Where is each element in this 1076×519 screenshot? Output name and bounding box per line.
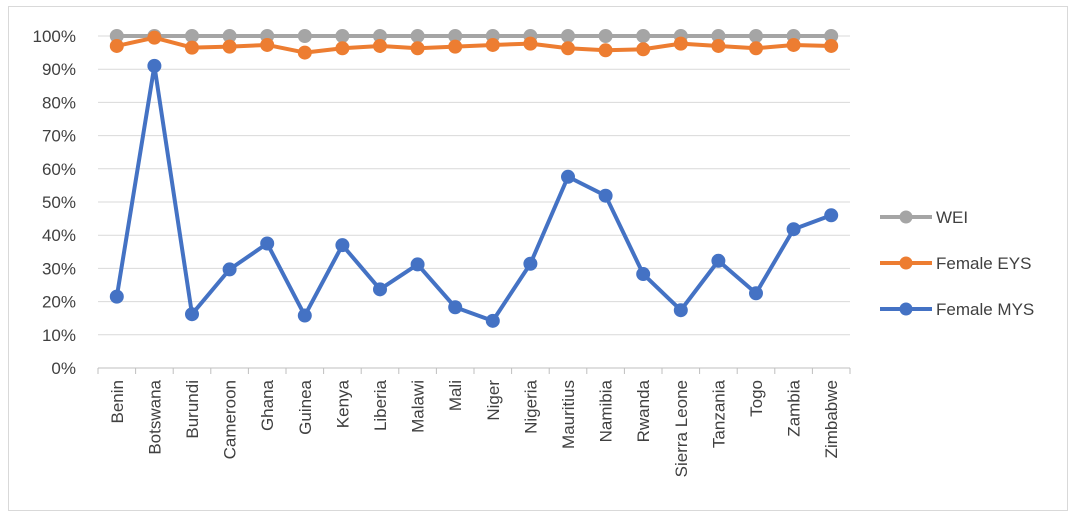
y-tick-label: 90% [42,60,76,79]
data-point [786,222,801,237]
x-tick-label: Burundi [183,380,202,439]
data-point [711,253,726,268]
x-tick-label: Cameroon [221,380,240,459]
data-point [749,29,763,43]
data-point [673,36,688,51]
x-tick-label: Namibia [597,379,616,442]
y-tick-label: 50% [42,193,76,212]
data-point [561,169,575,184]
data-point [297,45,312,60]
data-point [410,257,425,272]
x-tick-label: Mali [446,380,465,411]
data-point [485,313,500,328]
y-tick-label: 20% [42,293,76,312]
data-point [598,188,613,203]
x-tick-label: Togo [747,380,766,417]
y-axis-ticks: 0% 10% 20% 30% 40% 50% 60% 70% 80% 90% 100% [33,27,76,378]
data-point [448,39,463,54]
data-point [109,38,124,53]
legend-label: Female MYS [936,300,1034,319]
data-point [185,40,199,55]
data-point [185,29,199,43]
data-point [561,29,575,43]
y-tick-label: 10% [42,326,76,345]
x-tick-label: Liberia [371,379,390,431]
data-point [222,39,237,54]
data-point [561,41,575,56]
y-tick-label: 70% [42,127,76,146]
y-tick-label: 100% [33,27,76,46]
legend-label: WEI [936,208,968,227]
data-point [335,41,350,56]
data-point [485,37,500,52]
series-line [114,63,832,323]
data-point [410,41,425,56]
y-tick-label: 60% [42,160,76,179]
y-tick-label: 0% [51,359,76,378]
data-point [448,300,463,315]
data-point [824,208,839,223]
data-point [598,29,613,43]
data-point [147,30,162,45]
data-point [636,29,651,43]
data-point [711,38,726,53]
data-point [749,41,763,56]
data-point [410,29,425,43]
x-tick-label: Niger [484,380,503,421]
y-tick-label: 30% [42,259,76,278]
data-point [749,286,763,301]
data-point [523,256,538,271]
data-point [824,38,839,53]
legend-marker [899,302,913,316]
y-tick-label: 40% [42,226,76,245]
data-point [260,236,275,251]
legend: WEI Female EYS Female MYS [880,208,1034,319]
data-point [523,36,538,51]
data-point [373,38,387,53]
x-tick-label: Zambia [785,379,804,436]
data-point [636,267,651,282]
x-tick-label: Kenya [333,379,352,428]
data-point [335,238,350,253]
x-tick-label: Sierra Leone [672,380,691,477]
data-point [598,43,613,58]
x-tick-label: Benin [108,380,127,423]
x-tick-label: Nigeria [521,379,540,433]
x-tick-label: Tanzania [709,379,728,448]
data-point [260,37,275,52]
data-point [673,303,688,318]
x-tick-label: Mauritius [559,380,578,449]
x-tick-label: Ghana [258,379,277,431]
data-point [297,308,312,323]
data-point [109,289,124,304]
legend-marker [899,210,913,224]
x-tick-label: Zimbabwe [822,380,841,458]
data-point [147,58,162,73]
data-point [297,29,312,43]
data-point [185,307,199,322]
legend-label: Female EYS [936,254,1031,273]
x-axis-ticks: Benin Botswana Burundi Cameroon Ghana Guinea K… [97,367,851,477]
legend-marker [899,256,913,270]
x-tick-label: Malawi [409,380,428,433]
data-point [636,42,651,57]
y-tick-label: 80% [42,93,76,112]
data-point [373,282,387,297]
x-tick-label: Rwanda [634,379,653,442]
data-point [786,37,801,52]
data-point [222,262,237,277]
x-tick-label: Botswana [145,379,164,454]
data-point [335,29,350,43]
x-tick-label: Guinea [296,379,315,434]
gridlines [98,35,850,369]
series-layer [109,29,839,328]
